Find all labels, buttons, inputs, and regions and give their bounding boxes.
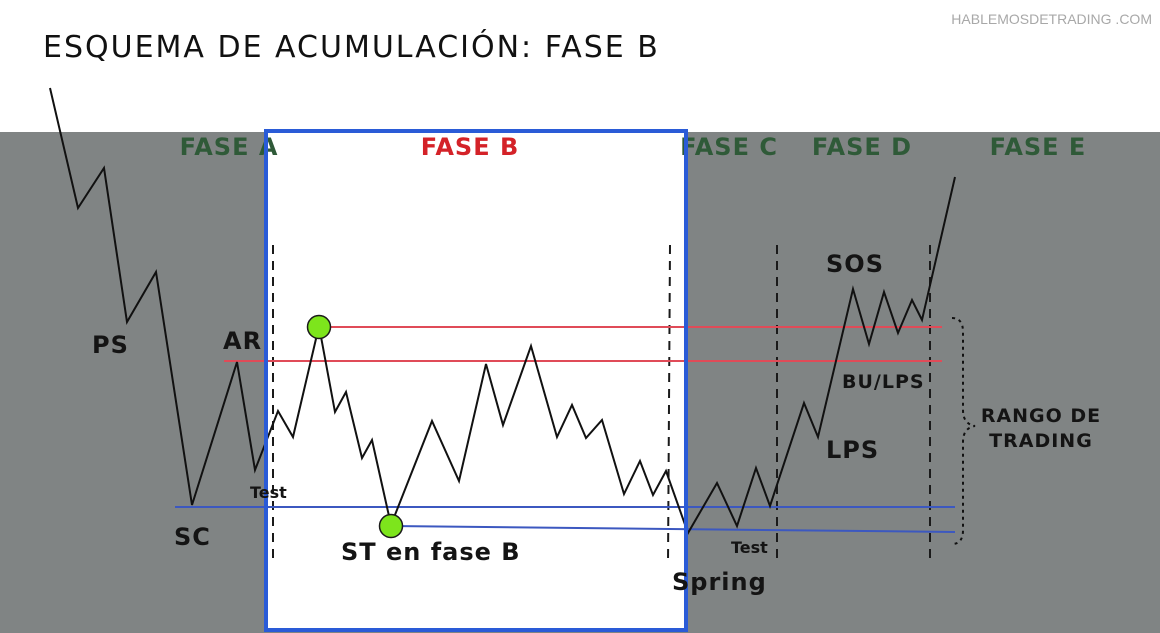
upthrust-marker: [306, 314, 332, 340]
trading-range-brace: [951, 317, 976, 545]
event-test-a-label: Test: [250, 483, 287, 502]
page-title: ESQUEMA DE ACUMULACIÓN: FASE B: [43, 28, 660, 65]
event-sc-label: SC: [174, 523, 211, 551]
event-sos-label: SOS: [826, 250, 884, 278]
trading-range-label-line1: RANGO DE: [981, 405, 1101, 427]
event-ar-label: AR: [223, 327, 262, 355]
event-lps-label: LPS: [826, 436, 879, 464]
phase-d-label: FASE D: [812, 133, 912, 161]
event-ps-label: PS: [92, 331, 129, 359]
watermark: HABLEMOSDETRADING .COM: [951, 11, 1152, 27]
trading-range-label-line2: TRADING: [989, 430, 1093, 452]
event-bu-lps-label: BU/LPS: [842, 371, 925, 393]
st-phase-b-line: [390, 525, 956, 533]
phase-b-highlight-area: [266, 131, 686, 631]
event-test-c-label: Test: [731, 538, 768, 557]
phase-a-label: FASE A: [180, 133, 279, 161]
phase-b-label: FASE B: [421, 133, 520, 161]
event-spring-label: Spring: [672, 568, 767, 596]
phase-c-label: FASE C: [680, 133, 778, 161]
st-phase-b-marker: [378, 513, 404, 539]
price-path: [49, 87, 956, 536]
phase-divider-bc: [667, 244, 671, 566]
header-area: [0, 0, 1160, 132]
phase-b-highlight-border: [264, 129, 688, 632]
event-st-phase-b-label: ST en fase B: [341, 538, 521, 566]
phase-e-label: FASE E: [990, 133, 1087, 161]
